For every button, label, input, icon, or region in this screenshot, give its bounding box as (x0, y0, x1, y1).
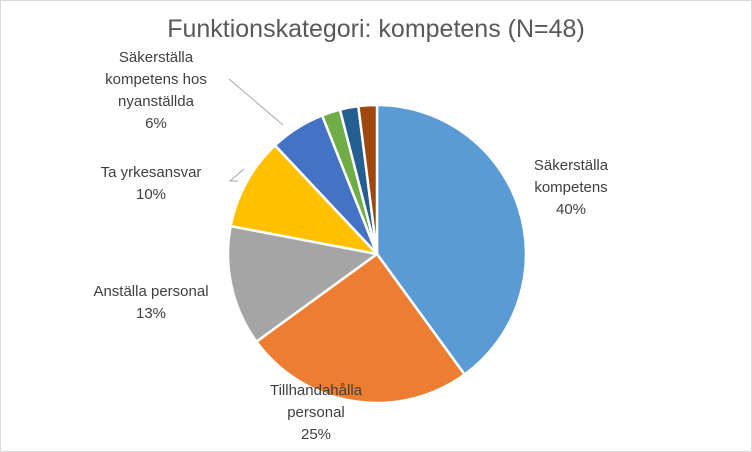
leader-line-5 (228, 78, 284, 126)
data-label-text: Tillhandahålla (269, 382, 362, 399)
data-label-4: Ta yrkesansvar 10% (86, 162, 216, 206)
data-label-percent: 6% (145, 115, 167, 132)
data-label-2: Tillhandahålla personal 25% (251, 380, 381, 446)
data-label-text: kompetens (534, 179, 608, 196)
data-label-percent: 10% (135, 186, 167, 203)
data-label-text: nyanställda (118, 93, 194, 110)
data-label-percent: 25% (300, 426, 332, 443)
data-label-text: Ta yrkesansvar (100, 164, 202, 181)
pie-slice-2 (255, 252, 466, 405)
data-label-text: Säkerställa (533, 157, 609, 174)
pie-slice-4 (229, 144, 379, 256)
pie-slice-1 (375, 103, 528, 376)
data-label-5: Säkerställa kompetens hos nyanställda 6% (96, 47, 216, 135)
data-label-text: Anställa personal (93, 283, 209, 300)
data-label-percent: 13% (135, 305, 167, 322)
data-label-text: kompetens hos (105, 71, 207, 88)
chart-title: Funktionskategori: kompetens (N=48) (167, 15, 585, 43)
data-label-1: Säkerställa kompetens 40% (506, 155, 636, 221)
pie-slice-8 (357, 103, 379, 256)
pie-slice-3 (226, 224, 379, 343)
data-label-text: Säkerställa (118, 49, 194, 66)
data-label-percent: 40% (555, 201, 587, 218)
data-label-3: Anställa personal 13% (71, 281, 231, 325)
leader-line-4 (228, 168, 245, 182)
data-label-text: personal (287, 404, 345, 421)
